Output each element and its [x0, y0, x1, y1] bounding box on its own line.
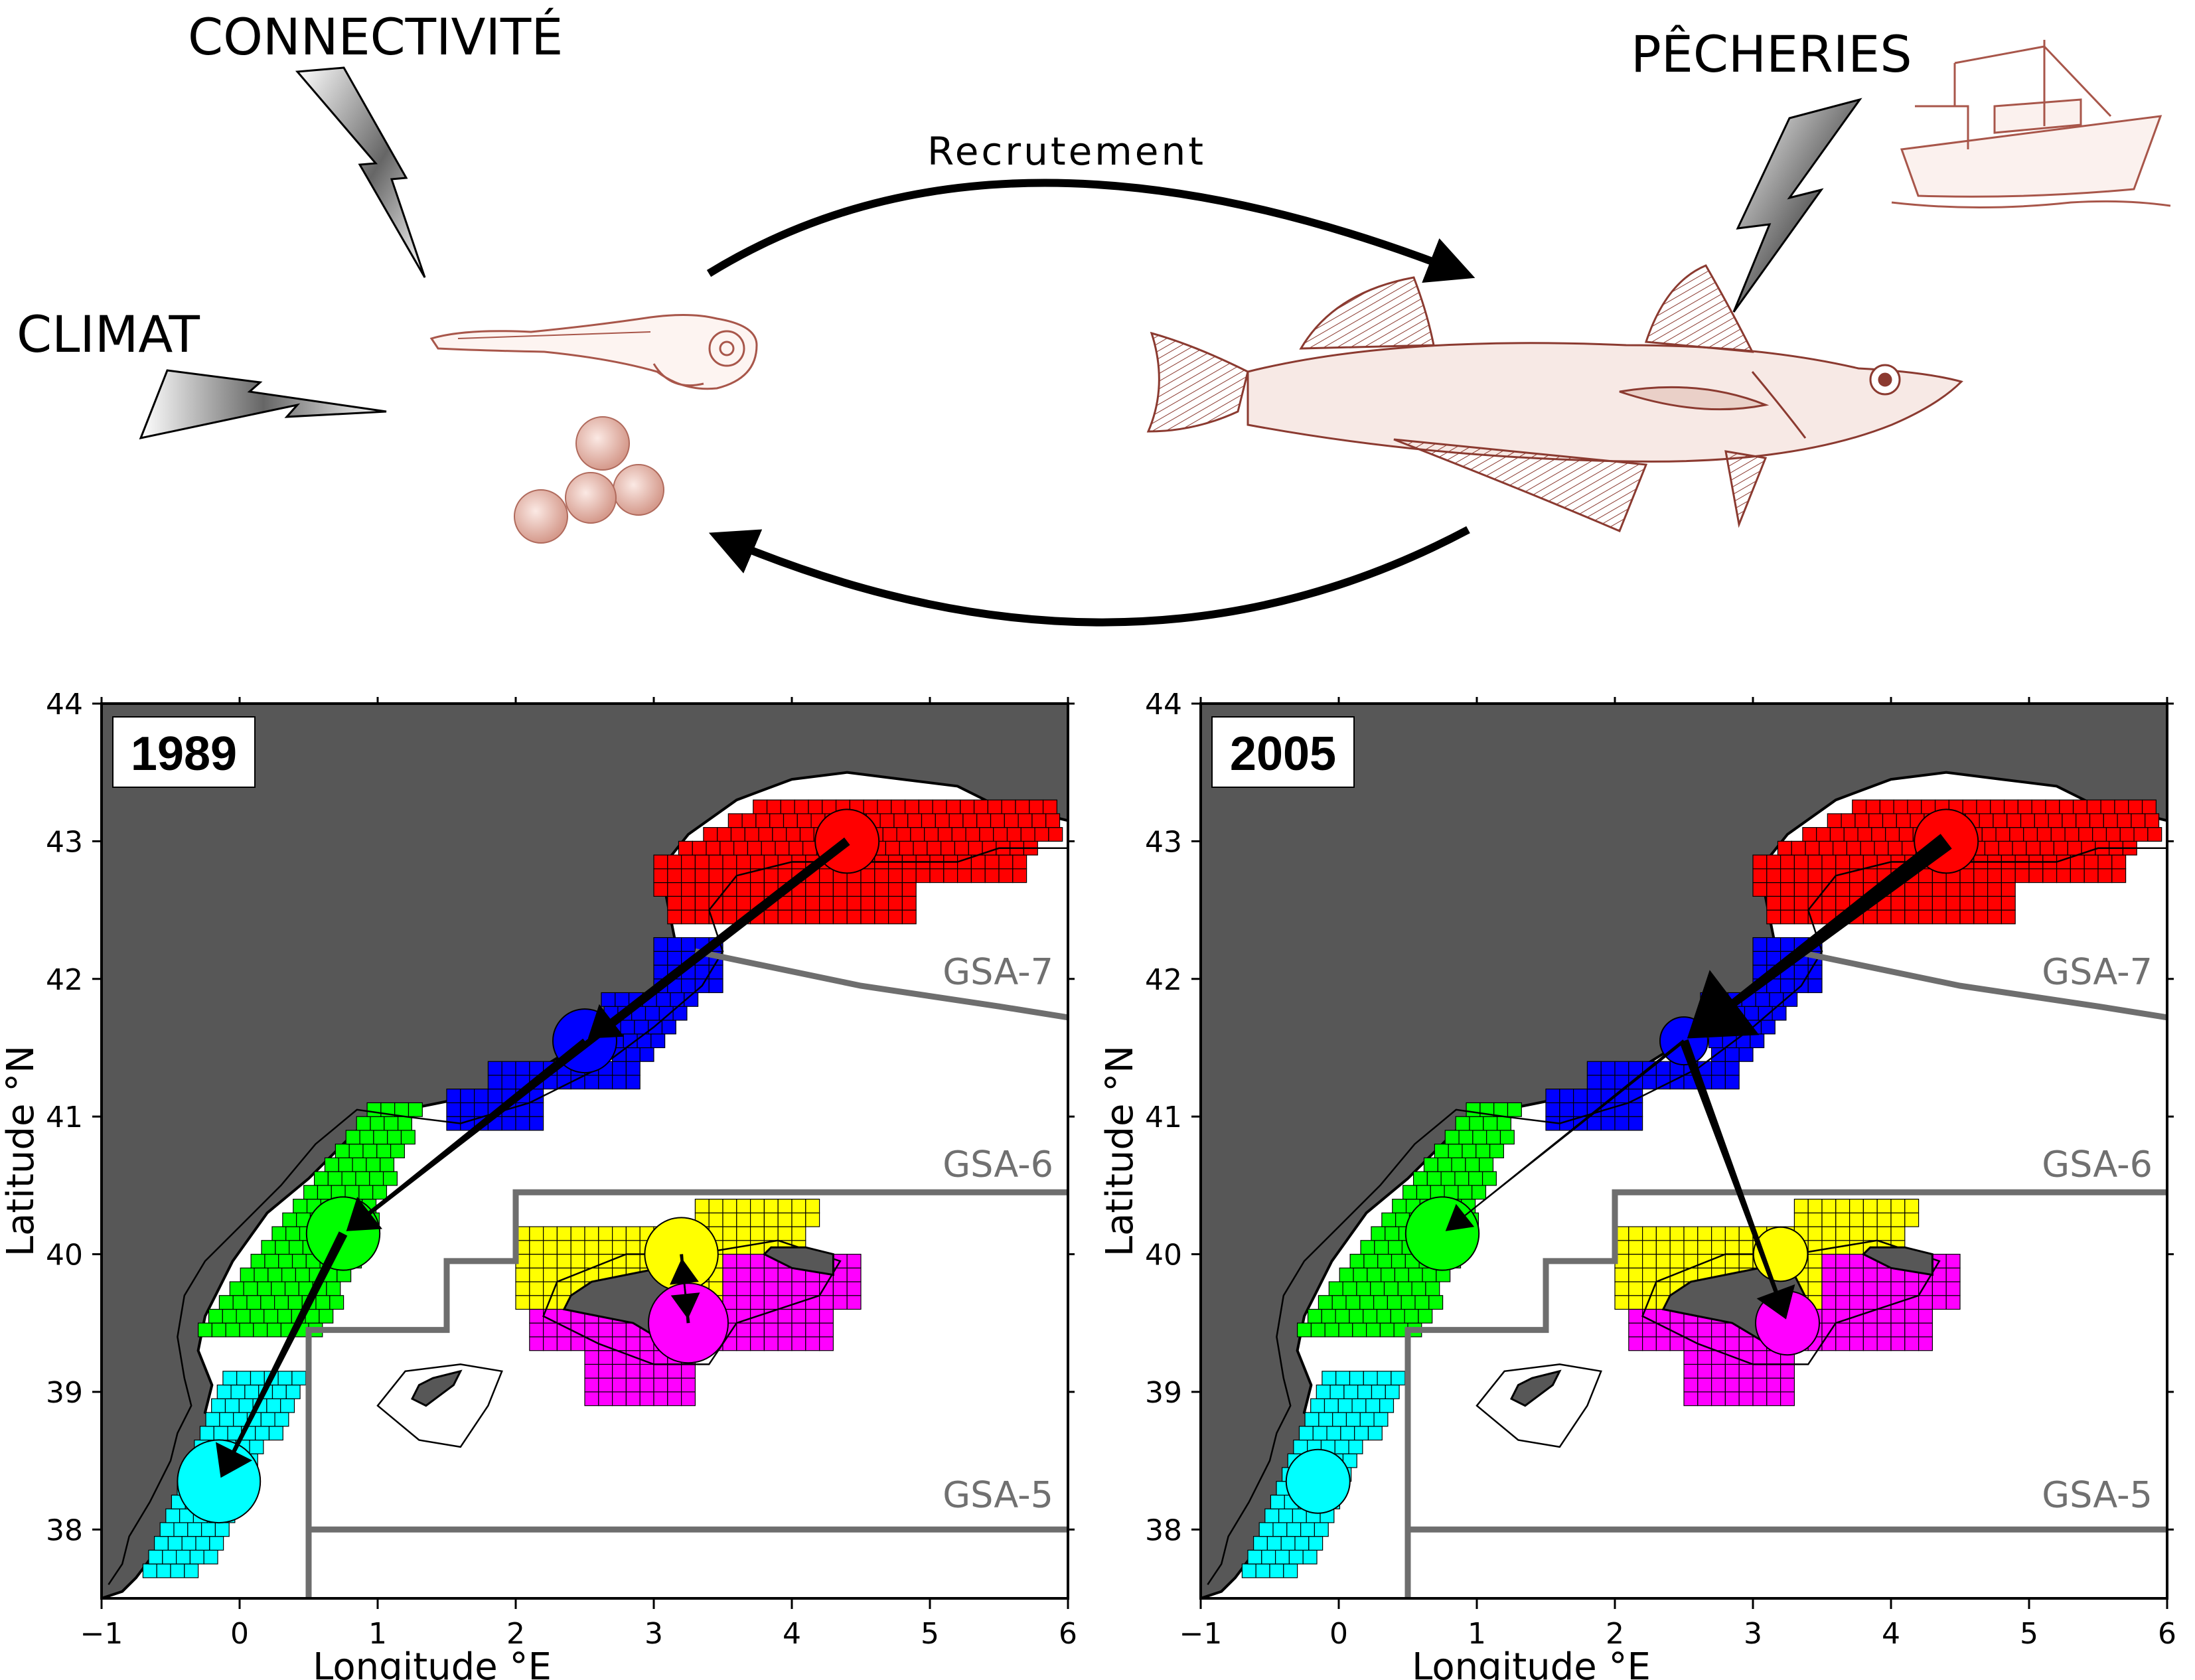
connectivity-bolt-icon [295, 66, 426, 278]
x-tick-label: −1 [1179, 1617, 1223, 1651]
x-tick-label: 6 [2158, 1617, 2176, 1651]
arrow-red-to-blue [1687, 834, 1952, 1039]
x-tick-label: 2 [506, 1617, 525, 1651]
menorca-island [762, 1246, 834, 1276]
y-tick-label: 43 [46, 825, 83, 859]
year-box [112, 716, 256, 788]
x-tick-label: 4 [1882, 1617, 1900, 1651]
hake-fish-icon [1146, 264, 1963, 532]
x-tick-label: 2 [1606, 1617, 1624, 1651]
life-cycle-diagram: CONNECTIVITÉ CLIMAT PÊCHERIES Recrutemen… [17, 7, 2171, 627]
gsa-boundary [694, 948, 1068, 1021]
x-tick-label: 5 [921, 1617, 939, 1651]
gsa-label: GSA-7 [943, 951, 1053, 992]
gsa-label: GSA-5 [943, 1474, 1053, 1515]
x-tick-label: 6 [1059, 1617, 1077, 1651]
y-tick-label: 38 [46, 1513, 83, 1547]
menorca-island [1861, 1246, 1933, 1276]
ibiza-island [1509, 1369, 1562, 1407]
x-tick-label: 3 [1744, 1617, 1762, 1651]
year-box [1211, 716, 1355, 788]
x-tick-label: −1 [80, 1617, 123, 1651]
x-tick-label: 5 [2020, 1617, 2038, 1651]
climate-bolt-icon [139, 369, 387, 440]
recruitment-label: Recrutement [927, 129, 1206, 174]
gsa-boundary [1404, 1189, 2167, 1598]
map-panel-2005: GSA-7 GSA-6 GSA-5 2005 −1 0 1 2 3 4 5 6 38 39 40 41 42 43… [1098, 688, 2176, 1680]
fishing-boat-icon [1891, 40, 2171, 208]
arrow-blue-to-magenta [1679, 1039, 1795, 1320]
map-frame [100, 702, 1069, 1600]
arrow-blue-to-green [346, 1038, 587, 1231]
y-tick-label: 42 [1145, 963, 1182, 997]
y-tick-label: 41 [46, 1101, 83, 1134]
x-tick-label: 1 [368, 1617, 387, 1651]
ibiza-island [410, 1369, 463, 1407]
x-axis-label: Longitude °E [313, 1645, 552, 1680]
x-axis-label: Longitude °E [1412, 1645, 1651, 1680]
gsa-boundary [1793, 948, 2167, 1021]
y-tick-label: 39 [1145, 1376, 1182, 1410]
fisheries-bolt-icon [1732, 98, 1862, 313]
cells-blue [1545, 937, 1823, 1131]
arrow-green-to-cyan [216, 1231, 348, 1478]
map-frame [1199, 702, 2168, 1600]
y-tick-label: 38 [1145, 1513, 1182, 1547]
isobath-mallorca [1641, 1239, 1941, 1365]
node-green [305, 1196, 381, 1271]
x-tick-label: 3 [644, 1617, 663, 1651]
y-tick-label: 44 [46, 688, 83, 722]
x-tick-label: 4 [783, 1617, 801, 1651]
reproduction-arrow [708, 526, 1470, 627]
y-tick-label: 42 [46, 963, 83, 997]
y-tick-label: 44 [1145, 688, 1182, 722]
y-axis-label: Latitude °N [0, 1045, 42, 1257]
node-cyan [1285, 1448, 1351, 1514]
cells-blue [446, 937, 723, 1131]
cells-magenta [1628, 1253, 1961, 1407]
y-tick-label: 41 [1145, 1101, 1182, 1134]
map-panel-1989: GSA-7 GSA-6 GSA-5 1989 −1 0 1 2 3 4 5 6 38 39 40 41 42 43… [0, 688, 1077, 1680]
map-area: GSA-7 GSA-6 GSA-5 [1201, 704, 2167, 1598]
y-tick-label: 40 [46, 1239, 83, 1272]
gsa-label: GSA-7 [2042, 951, 2153, 992]
gsa-label: GSA-6 [943, 1144, 1053, 1185]
isobath-ibiza [1476, 1363, 1602, 1448]
isobath-ibiza [376, 1363, 503, 1448]
arrow-blue-to-green [1445, 1039, 1685, 1231]
y-tick-label: 40 [1145, 1239, 1182, 1272]
gsa-label: GSA-5 [2042, 1474, 2153, 1515]
gsa-label: GSA-6 [2042, 1144, 2153, 1185]
cells-green [1296, 1102, 1522, 1337]
larva-icon [429, 313, 758, 390]
y-tick-label: 43 [1145, 825, 1182, 859]
fisheries-label: PÊCHERIES [1631, 24, 1912, 84]
arrow-magenta-to-yellow [670, 1258, 699, 1324]
isobath-mallorca [542, 1239, 842, 1365]
recruitment-arrow [706, 179, 1476, 283]
connectivity-label: CONNECTIVITÉ [188, 7, 563, 66]
eggs-icon [514, 416, 664, 544]
climate-label: CLIMAT [17, 305, 200, 364]
gsa-boundary [305, 1189, 1068, 1598]
year-label: 2005 [1230, 727, 1336, 781]
node-green [1404, 1196, 1480, 1271]
x-tick-label: 1 [1468, 1617, 1486, 1651]
x-tick-label: 0 [1329, 1617, 1348, 1651]
y-tick-label: 39 [46, 1376, 83, 1410]
x-tick-label: 0 [230, 1617, 249, 1651]
year-label: 1989 [131, 727, 237, 781]
y-axis-label: Latitude °N [1098, 1045, 1142, 1257]
map-area: GSA-7 GSA-6 GSA-5 [102, 704, 1068, 1598]
